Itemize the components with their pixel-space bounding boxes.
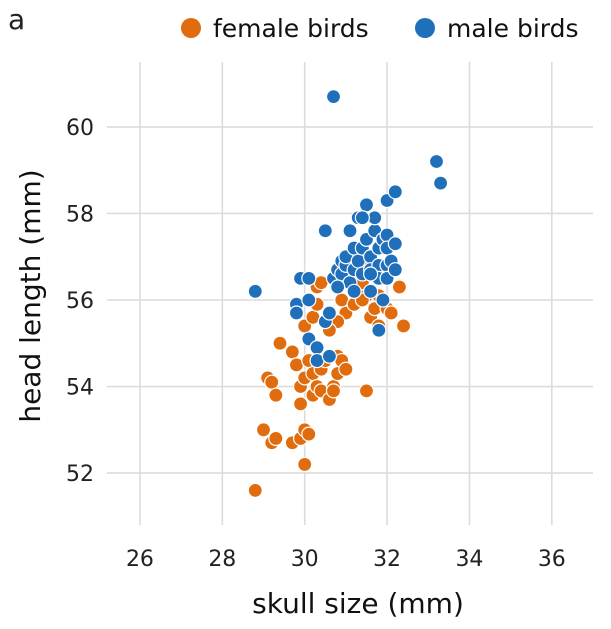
y-tick-label: 58 [66, 202, 94, 227]
female-bird-point [301, 426, 317, 442]
male-bird-point [321, 348, 338, 364]
male-bird-point [342, 223, 358, 239]
male-bird-point [433, 175, 449, 191]
female-bird-point [268, 387, 284, 403]
x-axis-title: skull size (mm) [252, 587, 464, 620]
male-bird-point [325, 89, 342, 105]
male-bird-point [330, 279, 346, 295]
x-tick-label: 32 [373, 547, 401, 572]
male-bird-point [346, 283, 362, 299]
x-tick-label: 28 [208, 547, 236, 572]
female-bird-point [297, 456, 313, 473]
female-bird-point [395, 318, 412, 334]
male-bird-point [301, 270, 317, 286]
y-axis-title: head length (mm) [14, 169, 47, 422]
female-bird-point [284, 344, 300, 360]
x-tick-label: 36 [538, 547, 566, 572]
legend-label-female: female birds [213, 14, 369, 43]
male-bird-point [288, 305, 305, 321]
male-bird-point [371, 322, 387, 338]
legend-item-male: male birds [415, 14, 579, 43]
female-bird-point [338, 361, 354, 377]
male-bird-point [317, 223, 333, 239]
female-bird-point [272, 335, 288, 351]
male-bird-point [428, 153, 445, 170]
male-bird-point [375, 292, 391, 308]
female-bird-point [383, 305, 399, 321]
female-bird-point [358, 383, 375, 399]
male-bird-point [387, 184, 403, 200]
legend-item-female: female birds [181, 14, 369, 43]
y-tick-label: 54 [66, 376, 94, 401]
x-tick-label: 30 [291, 547, 319, 572]
legend: female birds male birds [181, 14, 579, 43]
y-tick-label: 60 [66, 116, 94, 141]
x-tick-label: 26 [126, 547, 154, 572]
male-bird-point [387, 262, 403, 278]
x-tick-label: 34 [455, 547, 483, 572]
male-bird-point [321, 305, 338, 321]
male-bird-point [354, 210, 370, 226]
male-bird-point [247, 283, 263, 299]
y-tick-label: 56 [66, 289, 94, 314]
female-bird-point [247, 482, 263, 498]
female-bird-point [264, 374, 280, 390]
male-bird-point [309, 339, 325, 356]
legend-marker-male [415, 18, 435, 38]
x-tick-labels: 26 28 30 32 34 36 [126, 547, 566, 572]
male-bird-point [301, 292, 317, 308]
panel-label: a [8, 3, 26, 36]
y-tick-labels: 52 54 56 58 60 [66, 116, 94, 487]
female-bird-point [255, 422, 272, 438]
series-male-birds [247, 89, 449, 369]
female-bird-point [268, 430, 284, 447]
female-bird-point [292, 396, 309, 412]
female-bird-point [391, 279, 408, 295]
male-bird-point [358, 197, 375, 213]
male-bird-point [362, 283, 379, 299]
male-bird-point [387, 236, 403, 252]
y-tick-label: 52 [66, 462, 94, 487]
female-bird-point [325, 383, 342, 399]
male-bird-point [362, 266, 379, 282]
legend-label-male: male birds [447, 14, 579, 43]
legend-marker-female [181, 18, 201, 38]
